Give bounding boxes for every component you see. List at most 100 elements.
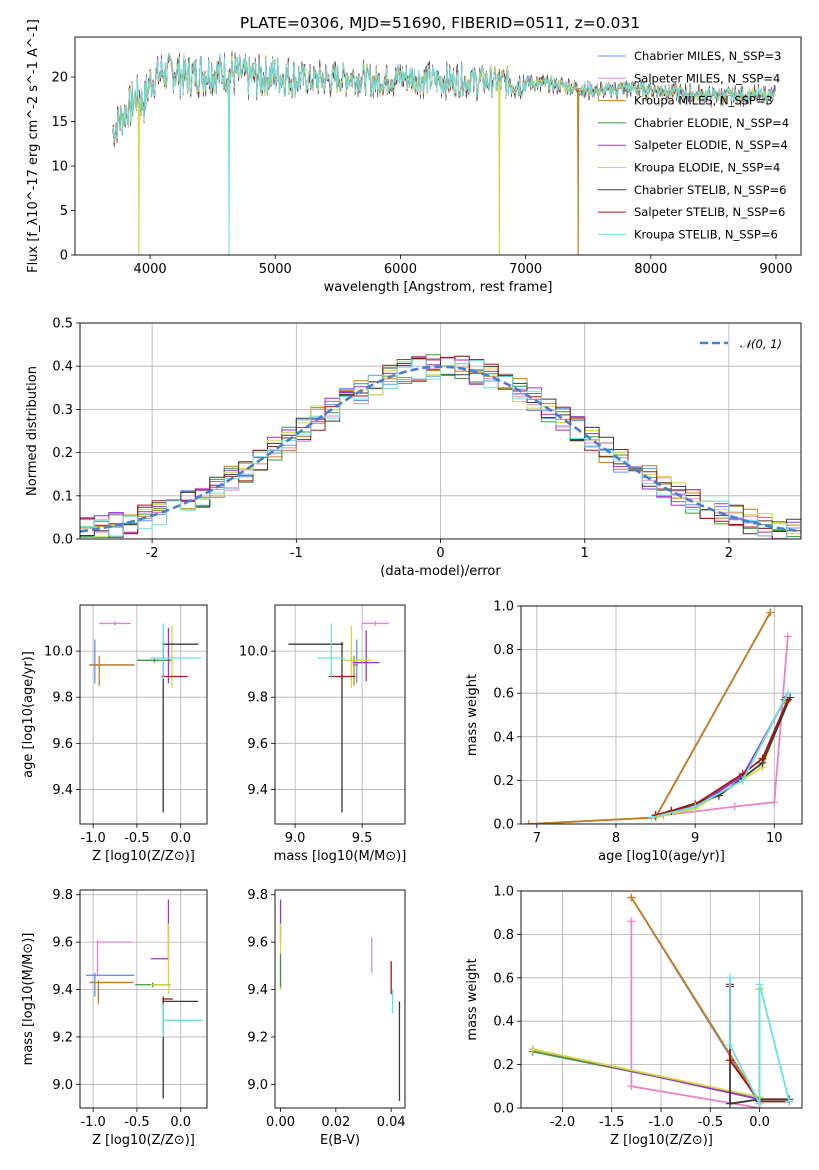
x-tick-label: 9.5	[352, 831, 373, 846]
data-point	[726, 1041, 735, 1050]
weight-vs-metallicity-panel: -2.0 -1.5 -1.0 -0.5 0.0 0.0 0.2 0.4 0.6 0.8 1.0 Z […	[465, 885, 803, 1148]
legend-label-salpeter-stelib: Salpeter STELIB, N_SSP=6	[634, 205, 785, 219]
y-tick-label: 0.1	[52, 489, 73, 504]
x-axis-label: E(B-V)	[320, 1133, 360, 1148]
age-vs-mass-panel: 9.0 9.5 9.4 9.6 9.8 10.0 mass [log10(M/M⊙)]	[239, 604, 406, 864]
x-tick-label: -1	[290, 546, 303, 561]
series-line	[651, 692, 789, 819]
data-point	[766, 608, 775, 617]
x-tick-label: -2	[146, 546, 159, 561]
y-tick-label: 9.6	[52, 936, 73, 951]
series-chabrier-elodie	[528, 984, 764, 1102]
legend-label-salpeter-elodie: Salpeter ELODIE, N_SSP=4	[634, 138, 788, 152]
y-tick-label: 9.8	[52, 888, 73, 903]
axes-frame	[520, 605, 803, 825]
series-kroupa-stelib	[647, 689, 792, 822]
y-axis-label: mass weight	[465, 674, 480, 756]
y-axis-label: age [log10(age/yr)]	[21, 651, 36, 778]
x-tick-label: 2	[725, 546, 733, 561]
series-line	[630, 921, 761, 1108]
x-tick-label: 0.0	[170, 1115, 191, 1130]
data-point	[738, 776, 747, 785]
errorbar-chabrier-miles	[88, 639, 135, 684]
y-tick-label: 0.4	[493, 730, 514, 745]
plot-area	[80, 890, 207, 1108]
series-line	[630, 897, 761, 1102]
legend-label-normal: 𝒩(0, 1)	[740, 337, 782, 351]
data-point	[726, 973, 735, 982]
data-point	[785, 1097, 794, 1106]
data-point	[755, 1099, 764, 1108]
data-point	[627, 893, 636, 902]
series-line	[528, 612, 772, 824]
data-point	[783, 689, 792, 698]
x-tick-label: -1.0	[80, 831, 105, 846]
spectrum-line-kroupa-stelib	[112, 52, 777, 255]
errorbar-kroupa-stelib	[317, 623, 345, 679]
y-tick-label: 0.2	[493, 774, 514, 789]
series-line	[655, 701, 788, 819]
y-tick-label: 9.2	[52, 1030, 73, 1045]
series-chabrier-stelib	[651, 693, 795, 820]
data-point	[726, 1099, 735, 1108]
data-point	[691, 802, 700, 811]
errorbar-salpeter-elodie	[167, 628, 170, 684]
y-tick-label: 0.8	[493, 928, 514, 943]
y-tick-label: 9.8	[247, 691, 268, 706]
errorbar-kroupa-elodie	[171, 625, 173, 688]
legend-label-chabrier-miles: Chabrier MILES, N_SSP=3	[634, 49, 781, 63]
y-tick-label: 9.0	[247, 1078, 268, 1093]
series-chabrier-elodie	[651, 695, 789, 820]
data-point	[783, 632, 792, 641]
x-tick-label: 0	[436, 546, 444, 561]
plot-area	[80, 323, 801, 539]
y-tick-label: 9.8	[52, 691, 73, 706]
y-tick-label: 9.8	[247, 888, 268, 903]
x-tick-label: 7	[533, 831, 541, 846]
residuals-panel: -2 -1 0 1 2 0.0 0.1 0.2 0.3 0.4 0.5 (data-model)/er…	[25, 317, 802, 579]
errorbar-salpeter-stelib	[328, 674, 356, 679]
y-tick-label: 0.0	[493, 1102, 514, 1117]
y-tick-label: 0.5	[52, 317, 73, 332]
series-salpeter-stelib	[651, 695, 792, 820]
series-chabrier-miles	[524, 608, 775, 824]
y-tick-label: 0.0	[493, 818, 514, 833]
y-tick-label: 10.0	[44, 645, 73, 660]
x-tick-label: 6000	[384, 262, 417, 277]
x-axis-label: Z [log10(Z/Z⊙)]	[610, 1133, 713, 1148]
errorbar-salpeter-stelib	[162, 996, 173, 1002]
series-salpeter-elodie	[651, 693, 791, 820]
x-tick-label: -2.0	[550, 1115, 575, 1130]
y-axis-label: mass [log10(M/M⊙)]	[21, 933, 36, 1066]
series-line	[532, 988, 761, 1099]
errorbar-salpeter-elodie	[150, 899, 170, 962]
y-tick-label: 9.6	[52, 737, 73, 752]
x-tick-label: 9.0	[285, 831, 306, 846]
x-axis-label: Z [log10(Z/Z⊙)]	[92, 849, 195, 864]
y-tick-label: 10	[51, 160, 68, 175]
axes-frame	[79, 889, 208, 1109]
x-tick-label: 10	[766, 831, 783, 846]
x-axis-label: age [log10(age/yr)]	[598, 849, 725, 864]
errorbar-salpeter-miles	[99, 621, 131, 626]
y-tick-label: 0.3	[52, 403, 73, 418]
data-point	[755, 980, 764, 989]
y-tick-label: 0.0	[52, 533, 73, 548]
errorbar-kroupa-stelib	[150, 623, 201, 679]
series-line	[655, 699, 789, 817]
legend-label-chabrier-stelib: Chabrier STELIB, N_SSP=6	[634, 183, 786, 197]
y-tick-label: 20	[51, 71, 68, 86]
series-line	[655, 697, 791, 817]
x-tick-label: 8000	[634, 262, 667, 277]
errorbar-kroupa-elodie	[343, 625, 372, 688]
histogram-salpeter-stelib	[80, 355, 801, 539]
y-tick-label: 9.4	[52, 783, 73, 798]
normal-curve	[80, 365, 801, 533]
errorbar-kroupa-elodie	[150, 923, 170, 995]
x-axis-label: Z [log10(Z/Z⊙)]	[92, 1133, 195, 1148]
y-tick-label: 0.2	[52, 446, 73, 461]
y-tick-label: 9.2	[247, 1030, 268, 1045]
x-tick-label: 7000	[509, 262, 542, 277]
y-axis-label: mass weight	[465, 958, 480, 1040]
errorbar-chabrier-stelib	[162, 999, 199, 1099]
